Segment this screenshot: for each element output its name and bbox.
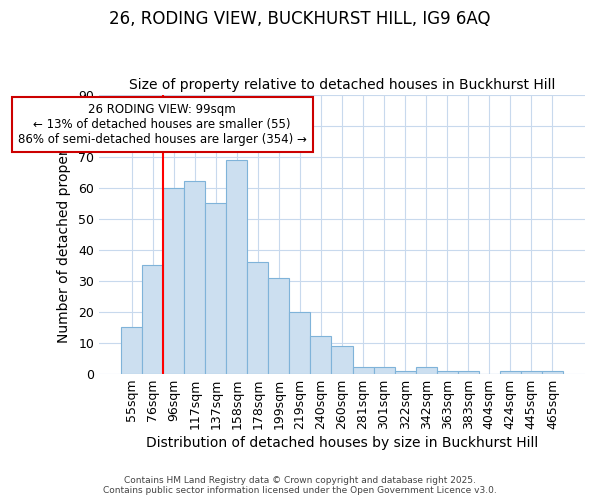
- X-axis label: Distribution of detached houses by size in Buckhurst Hill: Distribution of detached houses by size …: [146, 436, 538, 450]
- Bar: [437, 370, 458, 374]
- Bar: [142, 265, 163, 374]
- Bar: [458, 370, 479, 374]
- Text: 26, RODING VIEW, BUCKHURST HILL, IG9 6AQ: 26, RODING VIEW, BUCKHURST HILL, IG9 6AQ: [109, 10, 491, 28]
- Bar: [310, 336, 331, 374]
- Bar: [289, 312, 310, 374]
- Text: Contains HM Land Registry data © Crown copyright and database right 2025.
Contai: Contains HM Land Registry data © Crown c…: [103, 476, 497, 495]
- Bar: [268, 278, 289, 374]
- Bar: [521, 370, 542, 374]
- Bar: [416, 368, 437, 374]
- Bar: [331, 346, 353, 374]
- Bar: [395, 370, 416, 374]
- Bar: [163, 188, 184, 374]
- Bar: [205, 203, 226, 374]
- Bar: [247, 262, 268, 374]
- Bar: [374, 368, 395, 374]
- Text: 26 RODING VIEW: 99sqm
← 13% of detached houses are smaller (55)
86% of semi-deta: 26 RODING VIEW: 99sqm ← 13% of detached …: [18, 103, 307, 146]
- Bar: [121, 327, 142, 374]
- Bar: [226, 160, 247, 374]
- Y-axis label: Number of detached properties: Number of detached properties: [57, 125, 71, 344]
- Bar: [353, 368, 374, 374]
- Title: Size of property relative to detached houses in Buckhurst Hill: Size of property relative to detached ho…: [129, 78, 555, 92]
- Bar: [184, 182, 205, 374]
- Bar: [542, 370, 563, 374]
- Bar: [500, 370, 521, 374]
